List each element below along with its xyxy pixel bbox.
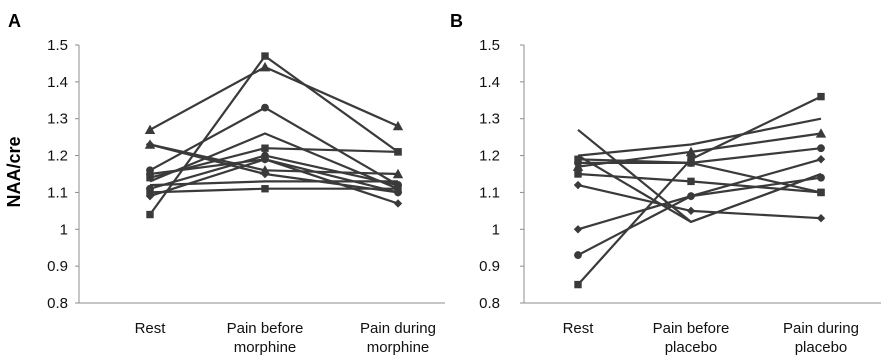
data-point-square (394, 148, 402, 156)
series-11 (149, 180, 398, 187)
x-tick-label: Rest (563, 320, 595, 337)
y-tick-label: 1.5 (47, 37, 68, 54)
series-line (577, 154, 822, 223)
series-7 (573, 180, 826, 223)
panel-label: B (450, 11, 463, 31)
data-point-triangle (259, 61, 271, 72)
series-8 (577, 117, 822, 157)
series-2 (146, 52, 402, 219)
data-point-diamond (393, 199, 403, 208)
y-axis-title: NAA/cre (4, 136, 24, 207)
x-tick-label-line: Pain before (653, 320, 730, 337)
series-12 (144, 139, 404, 179)
data-point-diamond (816, 155, 826, 164)
data-point-diamond (816, 214, 826, 223)
series-11 (577, 154, 822, 223)
series-line (149, 65, 399, 131)
y-tick-label: 0.8 (479, 295, 500, 312)
data-point-square (261, 144, 269, 152)
series-line (149, 132, 399, 190)
data-point-square (574, 280, 582, 289)
x-tick-label: Rest (135, 320, 167, 337)
data-point-triangle (815, 128, 827, 138)
data-point-diamond (573, 180, 583, 190)
y-tick-label: 1.3 (47, 111, 68, 128)
data-point-square (261, 185, 269, 193)
data-point-square (574, 155, 582, 163)
x-tick-label-line: Pain during (360, 320, 436, 337)
chart-panel-b: B 0.8 0.9 1 1.1 1.2 1.3 1.4 1.5 Rest Pain before pl… (450, 11, 881, 356)
data-point-square (687, 159, 695, 167)
series-line (149, 180, 398, 187)
x-tick-label-line: Rest (563, 320, 595, 337)
data-point-square (261, 52, 269, 60)
y-tick-label: 1.1 (47, 184, 68, 201)
data-point-circle (394, 181, 402, 189)
series-line (577, 95, 822, 286)
data-point-triangle (259, 165, 271, 175)
series-5 (149, 132, 399, 190)
data-point-triangle (392, 168, 404, 179)
data-point-triangle (144, 124, 156, 134)
x-tick-label-line: Rest (135, 320, 167, 337)
data-point-square (574, 170, 582, 178)
data-point-diamond (573, 225, 583, 234)
y-tick-label: 0.8 (47, 295, 68, 312)
data-point-circle (817, 144, 825, 153)
x-tick-label-line: Pain before (227, 320, 304, 337)
y-tick-label: 1 (60, 221, 68, 238)
y-tick-label: 1.5 (479, 37, 500, 54)
data-point-circle (261, 151, 269, 160)
data-point-triangle (685, 146, 697, 157)
x-tick-label: Pain before placebo (653, 320, 730, 356)
data-point-circle (146, 170, 154, 178)
data-point-circle (146, 184, 154, 193)
y-tick-label: 1 (492, 221, 500, 238)
series-10 (146, 151, 402, 193)
x-tick-label-line: placebo (665, 339, 718, 356)
data-point-diamond (686, 206, 696, 216)
series-1 (144, 61, 404, 134)
series-10 (574, 155, 825, 197)
y-tick-label: 1.3 (479, 111, 500, 128)
data-point-circle (261, 103, 269, 112)
panel-label: A (8, 11, 21, 31)
data-point-triangle (392, 120, 404, 131)
x-tick-label-line: morphine (367, 339, 430, 356)
data-point-triangle (144, 139, 156, 149)
y-tick-label: 1.1 (479, 184, 500, 201)
data-point-diamond (686, 191, 696, 201)
y-tick-label: 1.4 (47, 74, 68, 91)
x-tick-label: Pain during morphine (360, 320, 436, 356)
x-tick-label-line: morphine (234, 339, 297, 356)
y-tick-label: 1.4 (479, 74, 500, 91)
x-tick-label-line: Pain during (783, 320, 859, 337)
y-tick-label: 0.9 (479, 258, 500, 275)
series-line (577, 117, 822, 157)
data-point-square (146, 210, 154, 219)
chart-panel-a: A NAA/cre 0.8 0.9 1 1.1 1.2 1.3 1.4 1.5 Rest Pain b… (4, 11, 445, 356)
y-tick-label: 1.2 (47, 148, 68, 165)
y-tick-label: 0.9 (47, 258, 68, 275)
x-tick-label: Pain before morphine (227, 320, 304, 356)
data-point-square (817, 188, 825, 197)
series-3 (573, 155, 826, 234)
data-point-square (817, 92, 825, 101)
y-tick-label: 1.2 (479, 148, 500, 165)
data-point-square (687, 177, 695, 186)
x-tick-label: Pain during placebo (783, 320, 859, 356)
data-point-circle (574, 251, 582, 259)
x-tick-label-line: placebo (795, 339, 848, 356)
